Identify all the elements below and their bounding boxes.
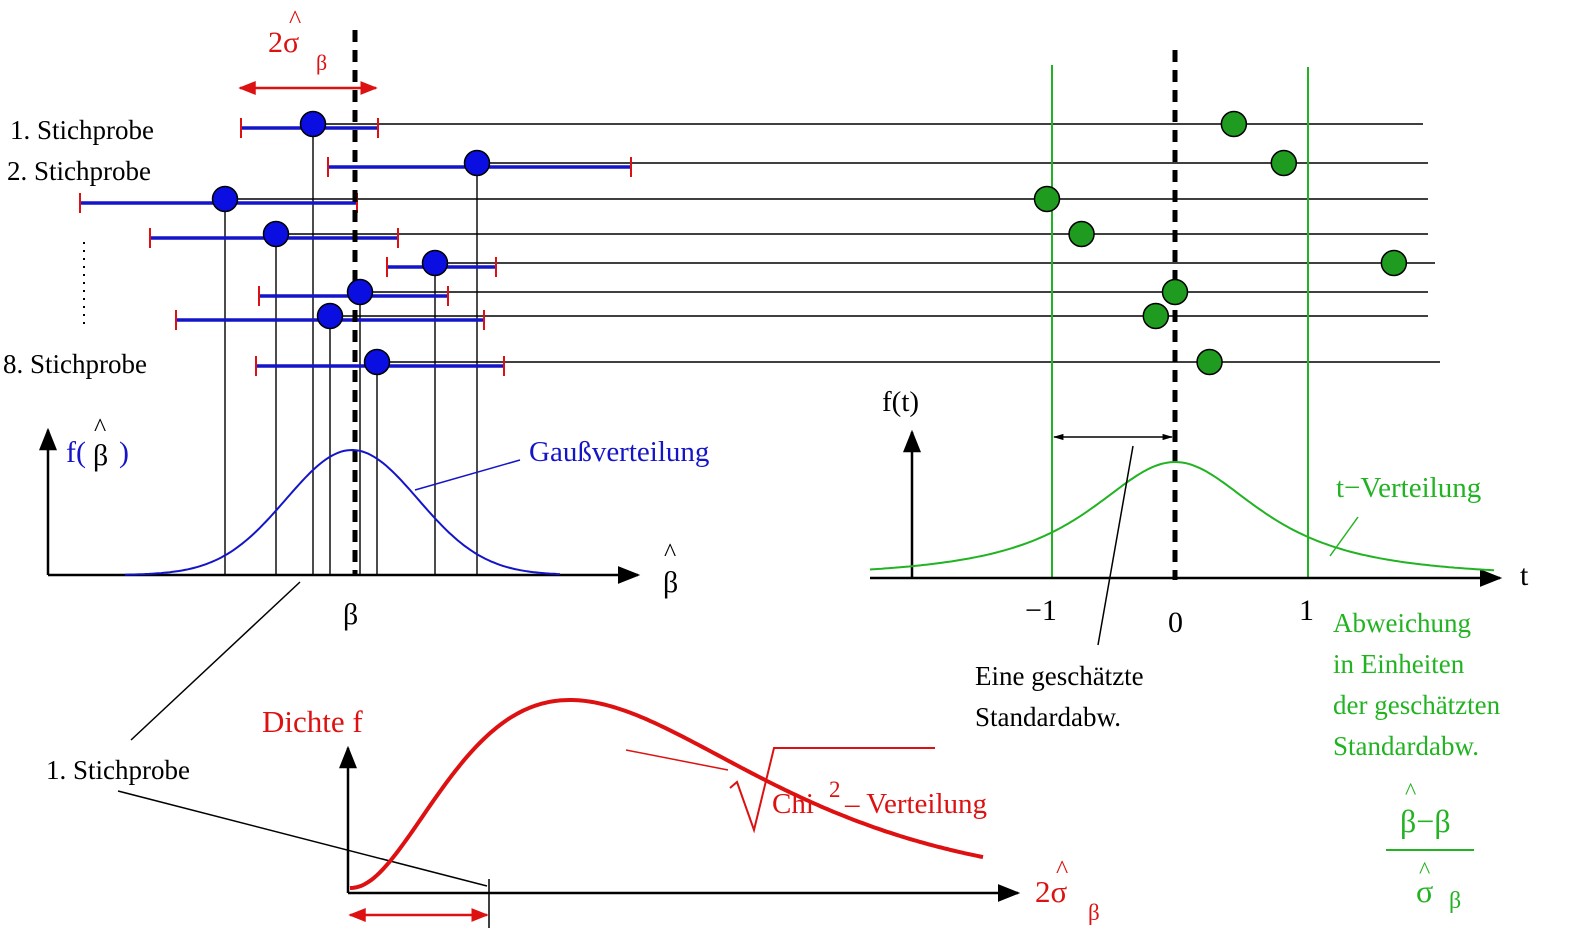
fraction-num-hat: ^: [1405, 779, 1416, 805]
f-beta-hat-open: f(: [66, 436, 86, 469]
sample-estimate-dot: [463, 149, 491, 177]
t-value-dot: [1220, 110, 1248, 138]
two-sigma-axis-hat: ^: [1056, 855, 1068, 884]
f-beta-hat-hat: ^: [94, 413, 106, 442]
t-value-dot: [1270, 149, 1298, 177]
chi-sup: 2: [829, 777, 841, 802]
gauss-label-leader: [414, 459, 521, 491]
t-value-dot: [1161, 278, 1189, 306]
chi-label-leader: [625, 749, 729, 771]
chi-label: Chi: [772, 788, 814, 820]
tick-1: 1: [1299, 594, 1314, 627]
beta-hat-axis-hat: ^: [664, 538, 676, 567]
gauss-curve: [124, 448, 561, 576]
fraction-den-hat: ^: [1419, 858, 1430, 884]
sample-8-label: 8. Stichprobe: [3, 349, 147, 379]
gauss-label: Gaußverteilung: [529, 436, 709, 468]
t-value-dot: [1033, 185, 1061, 213]
sample-estimate-dot: [316, 302, 344, 330]
density-label: Dichte f: [262, 704, 363, 739]
t-sample-dots: [1033, 110, 1408, 376]
two-sigma-top-label: 2σ: [268, 26, 299, 59]
deviation-line2: in Einheiten: [1333, 649, 1465, 679]
tick-minus1: −1: [1025, 594, 1057, 627]
t-axis-label: t: [1520, 559, 1529, 592]
t-value-dot: [1380, 249, 1408, 277]
fraction-den-sub: β: [1449, 888, 1461, 914]
sample-estimate-dot: [211, 185, 239, 213]
sample-1-bottom-label: 1. Stichprobe: [46, 755, 190, 785]
chi-rest: – Verteilung: [844, 788, 987, 820]
sample-estimate-dot: [363, 348, 391, 376]
f-t-label: f(t): [882, 386, 919, 418]
beta-hat-axis-label: β: [663, 566, 678, 599]
sample-estimate-dot: [421, 249, 449, 277]
bottom-leader-upper: [130, 581, 301, 741]
est-sd-line1: Eine geschätzte: [975, 661, 1144, 691]
two-sigma-top-hat: ^: [289, 5, 301, 34]
two-sigma-axis-label: 2σ: [1035, 874, 1068, 909]
deviation-line4: Standardabw.: [1333, 731, 1479, 761]
two-sigma-axis-sub: β: [1088, 900, 1100, 925]
t-curve: [869, 461, 1495, 572]
drop-lines: [224, 124, 478, 575]
t-dist-leader: [1329, 516, 1359, 557]
bottom-leader-lower: [117, 790, 488, 887]
sample-lines: [225, 123, 1440, 363]
t-value-dot: [1068, 220, 1095, 248]
t-dist-label: t−Verteilung: [1336, 472, 1481, 504]
sample-estimate-dot: [346, 278, 374, 306]
est-sd-leader: [1097, 445, 1134, 646]
deviation-line1: Abweichung: [1333, 608, 1471, 638]
sqrt-sign: [729, 747, 935, 834]
sample-2-label: 2. Stichprobe: [7, 156, 151, 186]
sample-1-label: 1. Stichprobe: [10, 115, 154, 145]
fraction-denominator: σ: [1416, 873, 1433, 909]
sample-estimate-dot: [299, 110, 327, 138]
true-beta-label: β: [343, 598, 358, 631]
f-beta-hat-close: ): [119, 436, 129, 469]
est-sd-line2: Standardabw.: [975, 702, 1121, 732]
f-beta-hat-beta: β: [93, 439, 108, 472]
t-value-dot: [1142, 302, 1170, 330]
deviation-line3: der geschätzten: [1333, 690, 1501, 720]
t-value-dot: [1196, 348, 1223, 376]
two-sigma-top-sub: β: [316, 50, 327, 75]
sample-estimate-dot: [262, 220, 290, 248]
chi-curve: [349, 698, 984, 890]
fraction-numerator: β−β: [1400, 803, 1451, 839]
tick-0: 0: [1168, 606, 1183, 639]
sample-estimates: [211, 110, 491, 376]
